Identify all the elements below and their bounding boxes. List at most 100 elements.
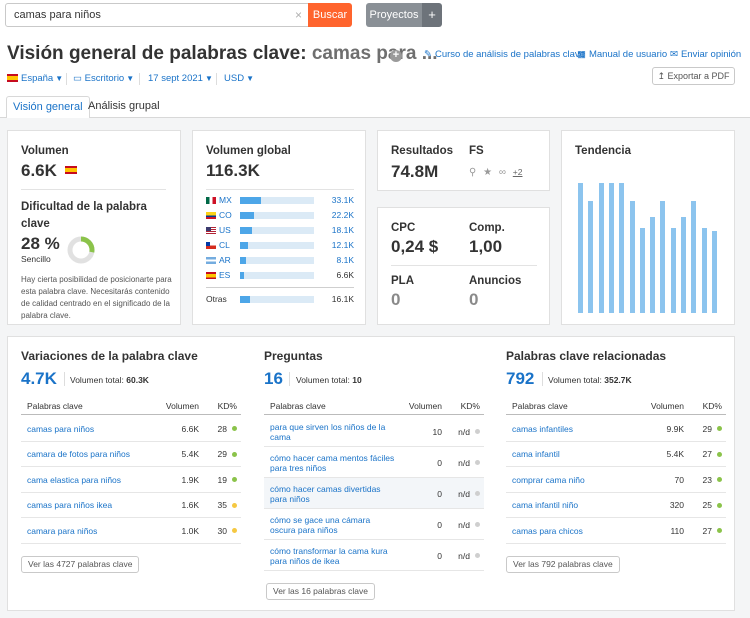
country-flag-icon (206, 257, 216, 264)
related-count[interactable]: 792 (506, 369, 535, 388)
keyword-link[interactable]: camas para chicos (512, 525, 583, 536)
variations-count[interactable]: 4.7K (21, 369, 57, 388)
trend-bar[interactable] (670, 228, 676, 313)
trend-bar[interactable] (608, 182, 614, 313)
serp-more[interactable]: +2 (512, 167, 523, 177)
trend-bar[interactable] (588, 200, 594, 313)
questions-more-button[interactable]: Ver las 16 palabras clave (266, 583, 375, 600)
keyword-link[interactable]: camara para niños (27, 525, 98, 536)
difficulty-value: 28 % (21, 234, 60, 253)
header-kd[interactable]: KD% (702, 401, 722, 411)
country-code[interactable]: US (219, 225, 231, 235)
tab-group-analysis[interactable]: Análisis grupal (88, 100, 160, 112)
clear-icon[interactable]: × (294, 8, 302, 22)
keyword-link[interactable]: cama elastica para niños (27, 474, 122, 485)
keyword-link[interactable]: cómo transformar la cama kura para niños… (270, 545, 388, 566)
search-box[interactable]: × (5, 3, 311, 27)
course-link[interactable]: ✎ Curso de análisis de palabras clave (424, 49, 585, 60)
country-volume: 12.1K (331, 240, 354, 250)
device-filter[interactable]: ▭ Escritorio ▼ (73, 73, 134, 84)
chat-icon: ✉ (670, 49, 678, 60)
add-to-list-icon[interactable]: + (390, 50, 402, 62)
header-kd[interactable]: KD% (217, 401, 237, 411)
divider (64, 372, 65, 386)
keyword-link[interactable]: camara de fotos para niños (27, 449, 131, 460)
related-total: Volumen total: 352.7K (548, 375, 632, 385)
trend-bar[interactable] (639, 228, 645, 313)
keyword-link[interactable]: para que sirven los niños de la cama (270, 421, 386, 442)
kd-indicator-dot (717, 502, 722, 508)
export-pdf-button[interactable]: ↥ Exportar a PDF (652, 67, 735, 85)
questions-total-value: 10 (352, 375, 362, 385)
country-bar-track (240, 242, 314, 249)
country-code[interactable]: AR (219, 255, 231, 265)
related-more-button[interactable]: Ver las 792 palabras clave (506, 556, 620, 573)
variations-total-value: 60.3K (126, 375, 149, 385)
keyword-volume: 1.0K (181, 525, 200, 536)
country-code[interactable]: CL (219, 240, 230, 250)
keyword-link[interactable]: cómo se gace una cámara oscura para niño… (270, 514, 371, 535)
others-row: Otras 16.1K (206, 293, 354, 308)
trend-bar[interactable] (619, 182, 625, 313)
keyword-link[interactable]: comprar cama niño (512, 474, 585, 485)
comp-value: 1,00 (469, 237, 503, 256)
keyword-kd: n/d (458, 426, 470, 437)
trend-bar[interactable] (629, 200, 635, 313)
country-code[interactable]: ES (219, 270, 231, 280)
trend-bar[interactable] (578, 182, 583, 313)
date-filter[interactable]: 17 sept 2021 ▼ (148, 73, 213, 84)
keyword-link[interactable]: camas infantiles (512, 423, 573, 434)
country-code[interactable]: MX (219, 195, 232, 205)
feedback-link[interactable]: ✉ Enviar opinión (670, 49, 741, 60)
header-volume[interactable]: Volumen (650, 401, 684, 411)
trend-bar[interactable] (701, 228, 707, 313)
keyword-link[interactable]: cómo hacer cama mentos fáciles para tres… (270, 452, 395, 473)
header-keywords[interactable]: Palabras clave (27, 401, 83, 411)
variations-total-label: Volumen total: (70, 375, 124, 385)
keyword-link[interactable]: cama infantil niño (512, 500, 579, 511)
projects-button[interactable]: Proyectos (366, 3, 422, 27)
keyword-link[interactable]: camas para niños (27, 423, 95, 434)
keyword-link[interactable]: cama infantil (512, 449, 560, 460)
table-row: cama infantil 5.4K 27 (506, 442, 726, 467)
keyword-volume: 110 (670, 525, 684, 536)
currency-filter[interactable]: USD ▼ (224, 73, 254, 84)
header-keywords[interactable]: Palabras clave (512, 401, 568, 411)
questions-count[interactable]: 16 (264, 369, 283, 388)
keyword-kd: 29 (217, 449, 227, 460)
trend-bar[interactable] (711, 230, 717, 313)
trend-bar[interactable] (650, 217, 656, 313)
results-value: 74.8M (391, 162, 439, 181)
keyword-volume: 0 (437, 550, 442, 561)
tab-overview[interactable]: Visión general (6, 96, 90, 119)
manual-link[interactable]: ▦ Manual de usuario (577, 49, 667, 60)
search-input[interactable] (6, 4, 276, 26)
keyword-kd: n/d (458, 457, 470, 468)
header-kd[interactable]: KD% (460, 401, 480, 411)
kd-indicator-dot (232, 502, 237, 508)
feedback-link-label: Enviar opinión (680, 49, 742, 60)
keyword-kd: 25 (702, 500, 712, 511)
trend-bar[interactable] (598, 182, 604, 313)
add-project-button[interactable]: + (422, 3, 442, 27)
trend-bar[interactable] (660, 200, 666, 313)
pla-value: 0 (391, 290, 401, 309)
header-volume[interactable]: Volumen (408, 401, 442, 411)
search-button[interactable]: Buscar (308, 3, 352, 27)
keyword-link[interactable]: cómo hacer camas divertidas para niños (270, 483, 381, 504)
currency-filter-label: USD (224, 73, 245, 84)
header-volume[interactable]: Volumen (165, 401, 199, 411)
country-filter[interactable]: España ▼ (7, 73, 63, 84)
table-row: camas para niños ikea 1.6K 35 (21, 493, 241, 518)
difficulty-description: Hay cierta posibilidad de posicionarte p… (21, 275, 172, 320)
trend-bar[interactable] (681, 217, 686, 313)
keyword-volume: 0 (437, 457, 442, 468)
trend-bar[interactable] (691, 200, 697, 313)
keyword-kd: 30 (217, 525, 227, 536)
header-keywords[interactable]: Palabras clave (270, 401, 326, 411)
keyword-link[interactable]: camas para niños ikea (27, 500, 113, 511)
keyword-kd: n/d (458, 488, 470, 499)
country-code[interactable]: CO (219, 210, 232, 220)
variations-more-button[interactable]: Ver las 4727 palabras clave (21, 556, 140, 573)
graduation-cap-icon: ✎ (424, 49, 432, 60)
